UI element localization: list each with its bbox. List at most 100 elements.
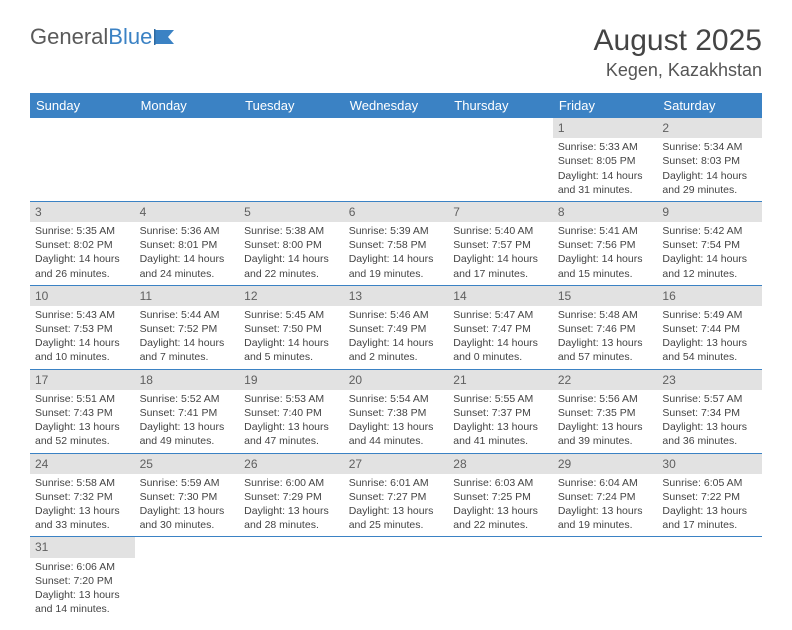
daylight-text: Daylight: 14 hours and 0 minutes. bbox=[453, 336, 548, 364]
day-number: 3 bbox=[30, 202, 135, 222]
day-body: Sunrise: 5:58 AMSunset: 7:32 PMDaylight:… bbox=[30, 474, 135, 537]
sunrise-text: Sunrise: 5:34 AM bbox=[662, 140, 757, 154]
day-cell: 30Sunrise: 6:05 AMSunset: 7:22 PMDayligh… bbox=[657, 454, 762, 537]
day-cell: 17Sunrise: 5:51 AMSunset: 7:43 PMDayligh… bbox=[30, 370, 135, 453]
day-cell: 10Sunrise: 5:43 AMSunset: 7:53 PMDayligh… bbox=[30, 286, 135, 369]
daylight-text: Daylight: 14 hours and 15 minutes. bbox=[558, 252, 653, 280]
day-cell: 1Sunrise: 5:33 AMSunset: 8:05 PMDaylight… bbox=[553, 118, 658, 201]
day-cell bbox=[344, 537, 449, 620]
weekday-header: Wednesday bbox=[344, 93, 449, 118]
day-cell: 12Sunrise: 5:45 AMSunset: 7:50 PMDayligh… bbox=[239, 286, 344, 369]
day-cell: 5Sunrise: 5:38 AMSunset: 8:00 PMDaylight… bbox=[239, 202, 344, 285]
week-row: 10Sunrise: 5:43 AMSunset: 7:53 PMDayligh… bbox=[30, 286, 762, 370]
day-number: 16 bbox=[657, 286, 762, 306]
weekday-header: Thursday bbox=[448, 93, 553, 118]
sunset-text: Sunset: 7:25 PM bbox=[453, 490, 548, 504]
day-number: 5 bbox=[239, 202, 344, 222]
daylight-text: Daylight: 14 hours and 5 minutes. bbox=[244, 336, 339, 364]
day-number: 6 bbox=[344, 202, 449, 222]
sunrise-text: Sunrise: 6:00 AM bbox=[244, 476, 339, 490]
day-cell: 14Sunrise: 5:47 AMSunset: 7:47 PMDayligh… bbox=[448, 286, 553, 369]
day-number: 25 bbox=[135, 454, 240, 474]
day-body: Sunrise: 5:42 AMSunset: 7:54 PMDaylight:… bbox=[657, 222, 762, 285]
day-body: Sunrise: 5:34 AMSunset: 8:03 PMDaylight:… bbox=[657, 138, 762, 201]
day-number: 27 bbox=[344, 454, 449, 474]
daylight-text: Daylight: 14 hours and 12 minutes. bbox=[662, 252, 757, 280]
day-body: Sunrise: 5:40 AMSunset: 7:57 PMDaylight:… bbox=[448, 222, 553, 285]
sunset-text: Sunset: 7:34 PM bbox=[662, 406, 757, 420]
day-cell: 4Sunrise: 5:36 AMSunset: 8:01 PMDaylight… bbox=[135, 202, 240, 285]
day-number: 20 bbox=[344, 370, 449, 390]
sunset-text: Sunset: 7:32 PM bbox=[35, 490, 130, 504]
daylight-text: Daylight: 14 hours and 29 minutes. bbox=[662, 169, 757, 197]
day-body: Sunrise: 5:57 AMSunset: 7:34 PMDaylight:… bbox=[657, 390, 762, 453]
sunset-text: Sunset: 7:47 PM bbox=[453, 322, 548, 336]
daylight-text: Daylight: 13 hours and 30 minutes. bbox=[140, 504, 235, 532]
sunrise-text: Sunrise: 5:56 AM bbox=[558, 392, 653, 406]
sunrise-text: Sunrise: 6:04 AM bbox=[558, 476, 653, 490]
day-cell: 25Sunrise: 5:59 AMSunset: 7:30 PMDayligh… bbox=[135, 454, 240, 537]
day-number: 17 bbox=[30, 370, 135, 390]
day-number: 21 bbox=[448, 370, 553, 390]
sunrise-text: Sunrise: 5:52 AM bbox=[140, 392, 235, 406]
day-body: Sunrise: 5:49 AMSunset: 7:44 PMDaylight:… bbox=[657, 306, 762, 369]
day-number: 19 bbox=[239, 370, 344, 390]
day-cell bbox=[448, 118, 553, 201]
sunrise-text: Sunrise: 5:57 AM bbox=[662, 392, 757, 406]
day-body: Sunrise: 5:53 AMSunset: 7:40 PMDaylight:… bbox=[239, 390, 344, 453]
week-row: 31Sunrise: 6:06 AMSunset: 7:20 PMDayligh… bbox=[30, 537, 762, 620]
day-body: Sunrise: 5:38 AMSunset: 8:00 PMDaylight:… bbox=[239, 222, 344, 285]
daylight-text: Daylight: 14 hours and 10 minutes. bbox=[35, 336, 130, 364]
sunrise-text: Sunrise: 5:58 AM bbox=[35, 476, 130, 490]
day-body: Sunrise: 6:01 AMSunset: 7:27 PMDaylight:… bbox=[344, 474, 449, 537]
sunset-text: Sunset: 7:52 PM bbox=[140, 322, 235, 336]
day-body: Sunrise: 5:52 AMSunset: 7:41 PMDaylight:… bbox=[135, 390, 240, 453]
daylight-text: Daylight: 13 hours and 57 minutes. bbox=[558, 336, 653, 364]
day-number: 24 bbox=[30, 454, 135, 474]
day-cell: 21Sunrise: 5:55 AMSunset: 7:37 PMDayligh… bbox=[448, 370, 553, 453]
daylight-text: Daylight: 14 hours and 26 minutes. bbox=[35, 252, 130, 280]
day-body: Sunrise: 5:51 AMSunset: 7:43 PMDaylight:… bbox=[30, 390, 135, 453]
day-number: 23 bbox=[657, 370, 762, 390]
sunrise-text: Sunrise: 5:33 AM bbox=[558, 140, 653, 154]
sunrise-text: Sunrise: 5:43 AM bbox=[35, 308, 130, 322]
day-cell: 16Sunrise: 5:49 AMSunset: 7:44 PMDayligh… bbox=[657, 286, 762, 369]
weekday-header: Saturday bbox=[657, 93, 762, 118]
sunset-text: Sunset: 7:43 PM bbox=[35, 406, 130, 420]
daylight-text: Daylight: 13 hours and 39 minutes. bbox=[558, 420, 653, 448]
weekday-header-row: Sunday Monday Tuesday Wednesday Thursday… bbox=[30, 93, 762, 118]
day-body: Sunrise: 6:03 AMSunset: 7:25 PMDaylight:… bbox=[448, 474, 553, 537]
day-cell: 22Sunrise: 5:56 AMSunset: 7:35 PMDayligh… bbox=[553, 370, 658, 453]
week-row: 3Sunrise: 5:35 AMSunset: 8:02 PMDaylight… bbox=[30, 202, 762, 286]
month-title: August 2025 bbox=[594, 24, 762, 58]
sunrise-text: Sunrise: 5:55 AM bbox=[453, 392, 548, 406]
sunrise-text: Sunrise: 5:42 AM bbox=[662, 224, 757, 238]
day-body: Sunrise: 5:56 AMSunset: 7:35 PMDaylight:… bbox=[553, 390, 658, 453]
sunset-text: Sunset: 7:53 PM bbox=[35, 322, 130, 336]
sunset-text: Sunset: 7:20 PM bbox=[35, 574, 130, 588]
flag-icon bbox=[154, 28, 180, 46]
day-cell: 31Sunrise: 6:06 AMSunset: 7:20 PMDayligh… bbox=[30, 537, 135, 620]
day-cell: 27Sunrise: 6:01 AMSunset: 7:27 PMDayligh… bbox=[344, 454, 449, 537]
title-block: August 2025 Kegen, Kazakhstan bbox=[594, 24, 762, 81]
sunrise-text: Sunrise: 5:53 AM bbox=[244, 392, 339, 406]
daylight-text: Daylight: 14 hours and 31 minutes. bbox=[558, 169, 653, 197]
day-number: 4 bbox=[135, 202, 240, 222]
day-cell bbox=[553, 537, 658, 620]
day-number: 31 bbox=[30, 537, 135, 557]
day-cell: 9Sunrise: 5:42 AMSunset: 7:54 PMDaylight… bbox=[657, 202, 762, 285]
daylight-text: Daylight: 13 hours and 52 minutes. bbox=[35, 420, 130, 448]
day-cell: 23Sunrise: 5:57 AMSunset: 7:34 PMDayligh… bbox=[657, 370, 762, 453]
day-cell: 7Sunrise: 5:40 AMSunset: 7:57 PMDaylight… bbox=[448, 202, 553, 285]
sunset-text: Sunset: 8:05 PM bbox=[558, 154, 653, 168]
week-row: 1Sunrise: 5:33 AMSunset: 8:05 PMDaylight… bbox=[30, 118, 762, 202]
daylight-text: Daylight: 14 hours and 22 minutes. bbox=[244, 252, 339, 280]
daylight-text: Daylight: 13 hours and 28 minutes. bbox=[244, 504, 339, 532]
day-cell: 3Sunrise: 5:35 AMSunset: 8:02 PMDaylight… bbox=[30, 202, 135, 285]
day-body: Sunrise: 5:33 AMSunset: 8:05 PMDaylight:… bbox=[553, 138, 658, 201]
sunrise-text: Sunrise: 5:44 AM bbox=[140, 308, 235, 322]
sunset-text: Sunset: 7:27 PM bbox=[349, 490, 444, 504]
day-cell: 8Sunrise: 5:41 AMSunset: 7:56 PMDaylight… bbox=[553, 202, 658, 285]
weeks-container: 1Sunrise: 5:33 AMSunset: 8:05 PMDaylight… bbox=[30, 118, 762, 620]
day-cell: 15Sunrise: 5:48 AMSunset: 7:46 PMDayligh… bbox=[553, 286, 658, 369]
